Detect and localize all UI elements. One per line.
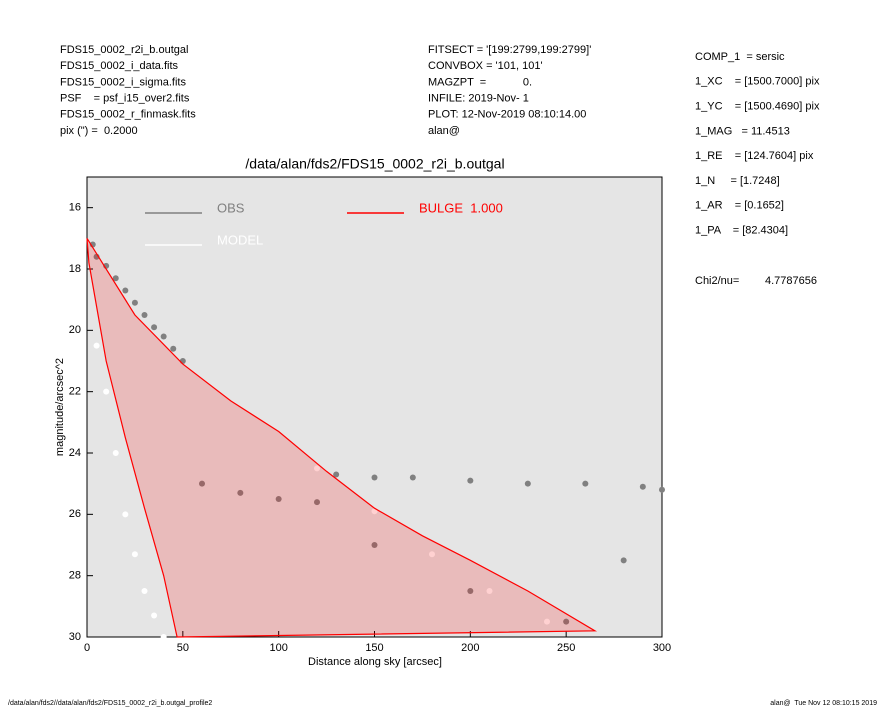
data-point	[371, 508, 378, 515]
plot-area	[86, 176, 663, 638]
data-point	[486, 588, 493, 594]
param-line: 1_YC = [1500.4690] pix	[695, 101, 820, 113]
footer-left: /data/alan/fds2//data/alan/fds2/FDS15_00…	[8, 700, 212, 707]
data-point	[160, 634, 167, 640]
x-tick-label: 250	[557, 642, 575, 654]
header-mid-line: FITSECT = '[199:2799,199:2799]'	[428, 44, 591, 56]
data-point	[524, 480, 531, 487]
data-point	[151, 324, 158, 331]
data-point	[151, 612, 158, 619]
param-line: 1_RE = [124.7604] pix	[695, 150, 814, 162]
data-point	[333, 471, 340, 478]
data-point	[563, 618, 570, 625]
header-mid-line: CONVBOX = '101, 101'	[428, 60, 543, 72]
data-point	[314, 499, 320, 506]
x-tick-label: 300	[653, 642, 671, 654]
param-line: 1_N = [1.7248]	[695, 175, 780, 187]
data-point	[122, 511, 129, 518]
data-point	[131, 551, 138, 558]
data-point	[544, 618, 550, 625]
x-tick-label: 100	[269, 642, 287, 654]
chi-value: 4.7787656	[765, 275, 817, 287]
y-axis-label: magnitude/arcsec^2	[54, 358, 66, 456]
data-point	[409, 474, 416, 481]
data-point	[659, 486, 665, 493]
data-point	[93, 342, 100, 349]
x-tick-label: 150	[365, 642, 383, 654]
chart-title: /data/alan/fds2/FDS15_0002_r2i_b.outgal	[245, 156, 504, 172]
data-point	[371, 542, 378, 548]
header-left-line: FDS15_0002_i_sigma.fits	[60, 76, 186, 88]
header-mid-line: alan@	[428, 125, 460, 137]
data-point	[170, 345, 177, 352]
data-point	[131, 299, 138, 306]
data-point	[237, 489, 244, 496]
data-point	[199, 480, 205, 487]
y-tick-label: 18	[69, 263, 81, 275]
x-axis-label: Distance along sky [arcsec]	[308, 656, 442, 668]
y-tick-label: 22	[69, 386, 81, 398]
data-point	[371, 474, 378, 481]
header-left-line: FDS15_0002_r_finmask.fits	[60, 109, 196, 121]
legend-label: OBS	[217, 200, 245, 215]
data-point	[122, 287, 129, 294]
y-tick-label: 20	[69, 324, 81, 336]
data-point	[112, 450, 119, 456]
y-tick-label: 30	[69, 631, 81, 643]
header-left-line: FDS15_0002_i_data.fits	[60, 60, 179, 72]
data-point	[467, 477, 474, 484]
x-tick-label: 50	[177, 642, 189, 654]
header-left-line: FDS15_0002_r2i_b.outgal	[60, 44, 188, 56]
data-point	[467, 588, 474, 594]
data-point	[314, 465, 320, 472]
data-point	[112, 275, 119, 282]
header-left-line: pix (") = 0.2000	[60, 125, 138, 137]
data-point	[141, 312, 148, 318]
chi-label: Chi2/nu=	[695, 275, 739, 287]
y-tick-label: 24	[69, 447, 81, 459]
data-point	[639, 483, 646, 490]
data-point	[141, 588, 148, 594]
y-tick-label: 26	[69, 508, 81, 520]
footer-right: alan@ Tue Nov 12 08:10:15 2019	[770, 700, 877, 707]
x-tick-label: 0	[84, 642, 90, 654]
bulge-curve	[86, 238, 598, 638]
header-mid-line: PLOT: 12-Nov-2019 08:10:14.00	[428, 109, 586, 121]
data-point	[582, 480, 589, 487]
data-point	[103, 388, 110, 395]
data-point	[620, 557, 627, 564]
param-line: 1_AR = [0.1652]	[695, 200, 784, 212]
param-line: COMP_1 = sersic	[695, 51, 785, 63]
header-mid-line: INFILE: 2019-Nov- 1	[428, 93, 529, 105]
legend-label: MODEL	[217, 232, 263, 247]
param-line: 1_XC = [1500.7000] pix	[695, 76, 820, 88]
param-line: 1_MAG = 11.4513	[695, 125, 790, 137]
data-point	[275, 496, 282, 502]
y-tick-label: 28	[69, 570, 81, 582]
x-tick-label: 200	[461, 642, 479, 654]
y-tick-label: 16	[69, 202, 81, 214]
header-left-line: PSF = psf_i15_over2.fits	[60, 93, 190, 105]
param-line: 1_PA = [82.4304]	[695, 225, 788, 237]
data-point	[160, 333, 167, 340]
header-mid-line: MAGZPT = 0.	[428, 76, 532, 88]
legend-label: BULGE 1.000	[419, 200, 503, 215]
data-point	[429, 551, 435, 558]
